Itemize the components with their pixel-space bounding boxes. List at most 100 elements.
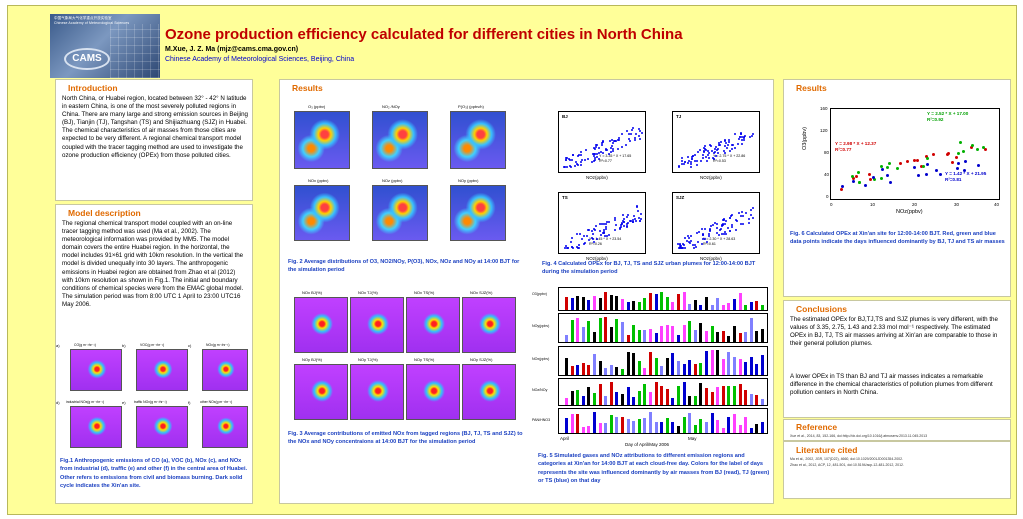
bar-mark	[716, 298, 720, 310]
scatter-point	[697, 240, 700, 243]
fig1-map-f	[202, 406, 248, 448]
bar-mark	[755, 423, 759, 433]
scatter-point	[698, 148, 701, 151]
scatter-point	[604, 148, 607, 150]
scatter-point	[971, 144, 975, 148]
fig1-letter-f: f)	[188, 400, 191, 405]
scatter-point	[625, 224, 628, 227]
scatter-point	[752, 206, 755, 209]
fig4-label-sjz: SJZ	[676, 195, 685, 200]
fig3-caption: Fig. 3 Average contributions of emitted …	[288, 431, 523, 446]
bar-mark	[733, 299, 736, 310]
scatter-point	[726, 226, 729, 229]
scatter-point	[723, 222, 726, 225]
fig4-eq-ts: Y = 1.45 * X + 23.54	[589, 237, 622, 241]
scatter-point	[594, 145, 597, 148]
bar-mark	[721, 331, 725, 342]
scatter-point	[591, 152, 594, 155]
scatter-point	[715, 231, 718, 234]
scatter-point	[595, 143, 598, 146]
fig6-ylabel: O3(ppbv)	[802, 127, 808, 150]
scatter-point	[593, 157, 596, 160]
scatter-point	[639, 137, 641, 140]
scatter-point	[730, 214, 733, 217]
bar-mark	[716, 332, 720, 342]
fig6-eq-blue: Y = 1.42 * X + 21.95	[945, 171, 987, 176]
scatter-point	[719, 229, 722, 232]
fig3-title-3: NOx TS(%)	[414, 290, 435, 295]
scatter-point	[714, 147, 717, 150]
scatter-point	[636, 209, 639, 212]
scatter-point	[687, 236, 690, 239]
scatter-point	[627, 133, 630, 136]
bar-mark	[688, 304, 692, 310]
scatter-point	[707, 153, 710, 156]
scatter-point	[852, 179, 856, 183]
scatter-point	[602, 231, 605, 234]
bar-mark	[693, 330, 697, 342]
fig5-caption: Fig. 5 Simulated gases and NOz attributi…	[538, 453, 770, 485]
fig1-letter-d: d)	[56, 400, 60, 405]
fig6-r2-red: R²=0.77	[835, 147, 852, 152]
fig2-title-2: NO₂ /NOy	[382, 104, 400, 109]
scatter-point	[737, 142, 740, 145]
scatter-point	[734, 228, 737, 231]
scatter-point	[925, 155, 929, 159]
scatter-point	[716, 148, 719, 151]
bar-mark	[576, 317, 580, 342]
scatter-point	[571, 246, 574, 249]
bar-mark	[705, 422, 708, 433]
scatter-point	[601, 151, 604, 154]
scatter-point	[858, 181, 862, 185]
scatter-point	[574, 160, 577, 163]
scatter-point	[586, 229, 589, 232]
bar-mark	[749, 393, 753, 405]
bar-mark	[581, 327, 585, 342]
scatter-point	[628, 220, 631, 223]
scatter-point	[916, 174, 920, 178]
scatter-point	[624, 144, 627, 147]
scatter-point	[620, 224, 623, 227]
fig3-map-4	[462, 297, 516, 353]
scatter-point	[694, 153, 697, 156]
scatter-point	[600, 222, 603, 225]
scatter-point	[747, 218, 750, 221]
scatter-point	[688, 160, 691, 163]
fig2-map-4	[294, 185, 350, 241]
scatter-point	[693, 247, 696, 249]
scatter-point	[708, 157, 711, 160]
fig4-r2-ts: R²=0.26	[589, 242, 602, 246]
scatter-point	[939, 173, 943, 177]
scatter-point	[634, 218, 637, 221]
bar-mark	[716, 420, 720, 433]
scatter-point	[580, 237, 583, 240]
scatter-point	[723, 231, 726, 234]
scatter-point	[683, 236, 686, 239]
scatter-point	[619, 227, 622, 230]
bar-mark	[721, 359, 725, 375]
fig2-title-1: O₃ (ppbv)	[308, 104, 326, 109]
bar-mark	[604, 396, 608, 405]
scatter-point	[610, 138, 613, 141]
fig5-panel-nox	[558, 346, 768, 376]
scatter-point	[697, 150, 700, 153]
fig6-xtick-4: 30	[954, 202, 960, 207]
scatter-point	[600, 143, 603, 146]
scatter-point	[694, 246, 697, 249]
scatter-point	[594, 153, 597, 156]
scatter-point	[608, 220, 611, 223]
scatter-point	[631, 129, 634, 132]
scatter-point	[607, 153, 610, 156]
scatter-point	[639, 129, 642, 132]
reference-title: Reference	[796, 422, 838, 432]
bar-mark	[649, 351, 652, 375]
scatter-point	[637, 134, 640, 137]
bar-mark	[744, 390, 748, 405]
bar-mark	[755, 331, 759, 342]
scatter-point	[734, 133, 737, 136]
bar-mark	[761, 328, 764, 342]
scatter-point	[913, 158, 917, 162]
scatter-point	[612, 141, 615, 144]
fig2-title-3: P(O₃) (ppbv/h)	[458, 104, 484, 109]
scatter-point	[741, 222, 744, 225]
